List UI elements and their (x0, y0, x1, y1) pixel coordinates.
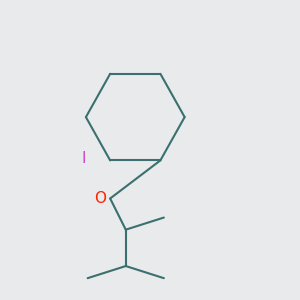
Text: O: O (94, 191, 106, 206)
Text: I: I (82, 151, 86, 166)
